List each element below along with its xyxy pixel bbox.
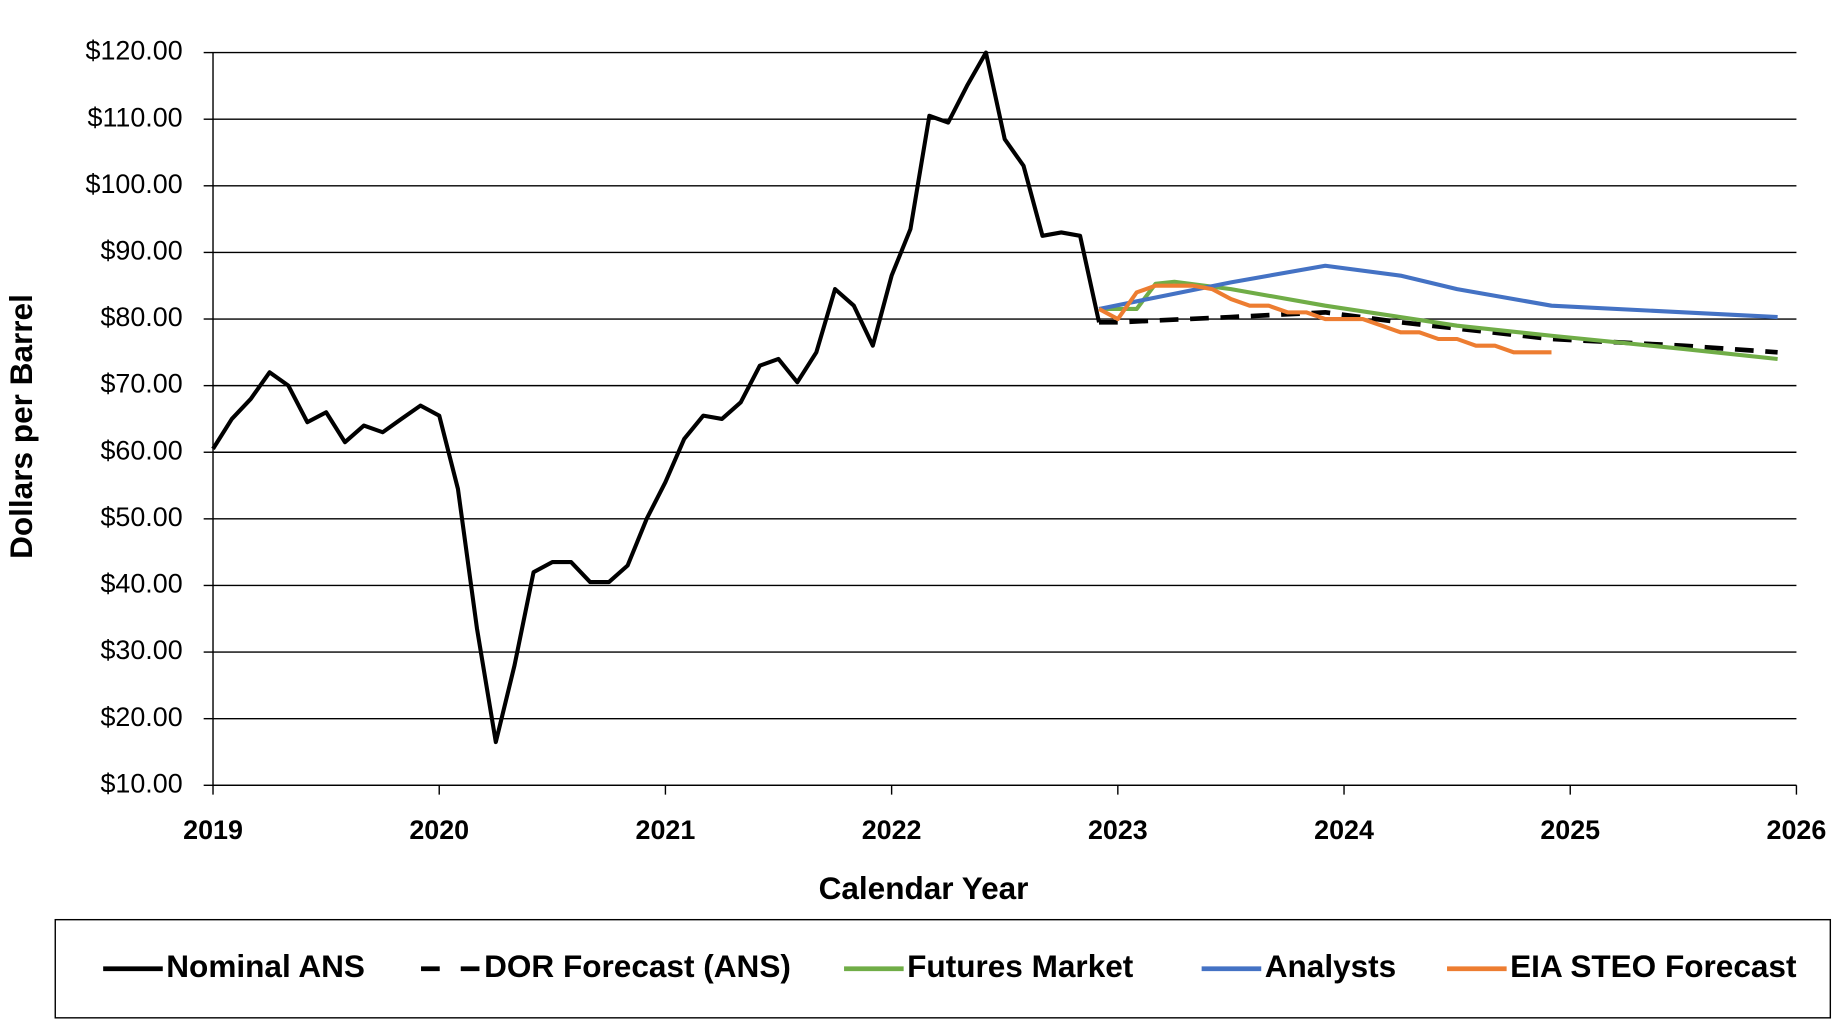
y-tick-label: $70.00 (100, 369, 182, 399)
y-tick-label: $50.00 (100, 502, 182, 532)
x-tick-label: 2025 (1540, 815, 1600, 845)
series-line (1098, 283, 1552, 355)
x-axis-title: Calendar Year (819, 870, 1029, 906)
legend-label: Analysts (1265, 948, 1397, 984)
y-tick-label: $30.00 (100, 635, 182, 665)
x-tick-label: 2023 (1088, 815, 1148, 845)
y-tick-label: $90.00 (100, 236, 182, 266)
y-tick-label: $60.00 (100, 435, 182, 465)
y-tick-label: $100.00 (86, 169, 183, 199)
x-tick-label: 2020 (409, 815, 469, 845)
x-tick-label: 2019 (183, 815, 243, 845)
y-tick-label: $40.00 (100, 569, 182, 599)
legend-label: EIA STEO Forecast (1510, 948, 1797, 984)
y-tick-label: $80.00 (100, 302, 182, 332)
series-line (211, 50, 1102, 745)
y-tick-label: $120.00 (86, 36, 183, 66)
legend-label: DOR Forecast (ANS) (484, 948, 791, 984)
y-tick-label: $10.00 (100, 768, 182, 798)
series-line (1098, 263, 1778, 320)
series-line (1099, 279, 1778, 362)
x-tick-label: 2026 (1767, 815, 1827, 845)
legend-label: Futures Market (907, 948, 1134, 984)
x-tick-label: 2024 (1314, 815, 1374, 845)
legend-label: Nominal ANS (166, 948, 365, 984)
legend-box (54, 918, 1832, 1019)
y-tick-label: $110.00 (88, 102, 183, 132)
x-tick-label: 2021 (636, 815, 696, 845)
y-axis-title: Dollars per Barrel (3, 294, 39, 559)
y-tick-label: $20.00 (100, 702, 182, 732)
series-line (1099, 310, 1778, 355)
x-tick-label: 2022 (862, 815, 922, 845)
